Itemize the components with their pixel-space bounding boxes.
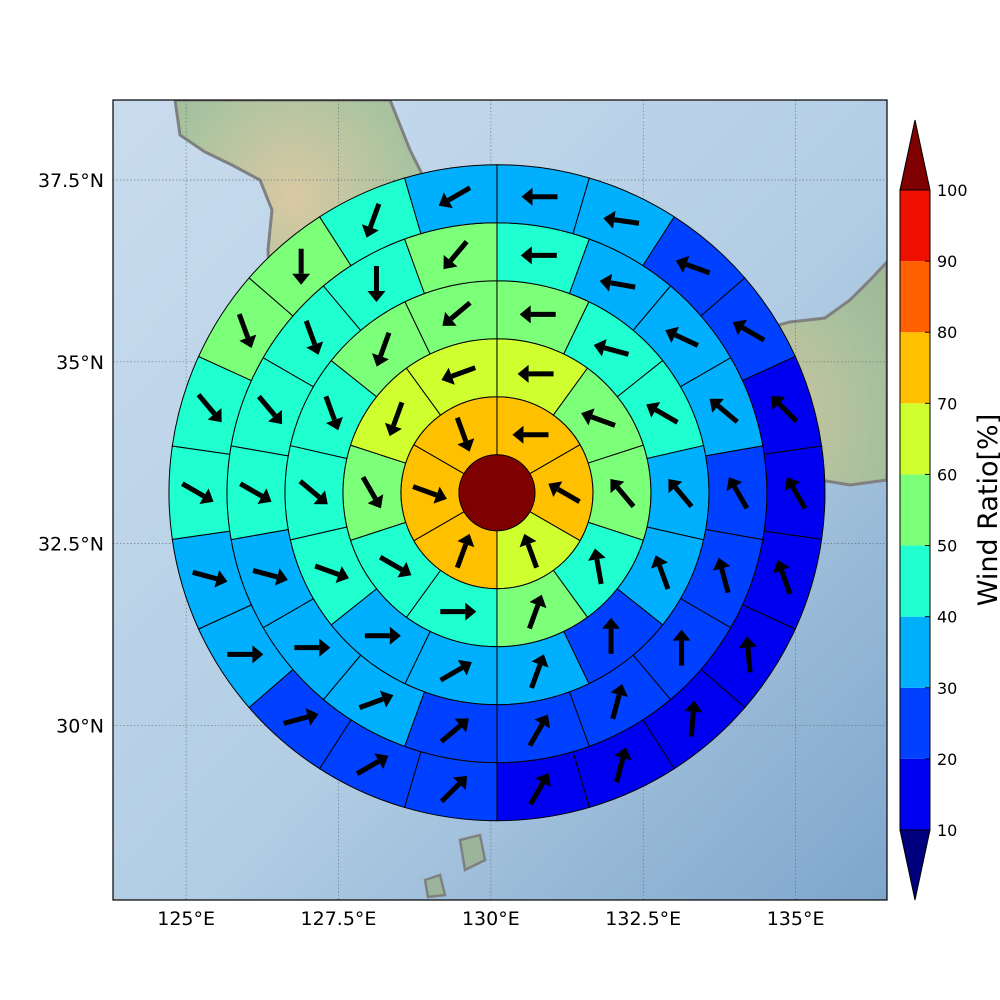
x-tick-label: 135°E (767, 908, 825, 930)
y-tick-label: 37.5°N (38, 170, 104, 192)
wind-arrow-shaft (614, 220, 639, 223)
y-tick-label: 32.5°N (38, 534, 104, 556)
colorbar-tick-label: 80 (937, 323, 957, 342)
colorbar-tick-label: 30 (937, 679, 957, 698)
colorbar-tick-label: 60 (937, 465, 957, 484)
x-tick-label: 130°E (462, 908, 520, 930)
x-tick-label: 132.5°E (605, 908, 681, 930)
colorbar-band (900, 474, 930, 545)
center-cell (459, 455, 535, 531)
colorbar-band (900, 261, 930, 332)
colorbar-tick-labels: 10 20 30 40 50 60 70 80 90 100 (925, 181, 968, 840)
colorbar-tick-label: 40 (937, 608, 957, 627)
colorbar-extend-min (900, 830, 930, 900)
colorbar-tick-label: 70 (937, 394, 957, 413)
x-tick-label: 127.5°E (301, 908, 377, 930)
y-tick-label: 35°N (56, 352, 104, 374)
colorbar-band (900, 190, 930, 261)
colorbar-band (900, 688, 930, 759)
colorbar-tick-label: 50 (937, 537, 957, 556)
colorbar-tick-label: 100 (937, 181, 968, 200)
colorbar-band (900, 332, 930, 403)
colorbar-tick-label: 20 (937, 750, 957, 769)
x-tick-label: 125°E (157, 908, 215, 930)
x-axis-tick-labels: 125°E 127.5°E 130°E 132.5°E 135°E (157, 908, 824, 930)
colorbar-extend-max (900, 120, 930, 190)
colorbar-label: Wind Ratio[%] (973, 414, 1000, 606)
wind-arrow-shaft (691, 712, 693, 737)
colorbar-tick-label: 10 (937, 821, 957, 840)
colorbar-band (900, 546, 930, 617)
y-axis-tick-labels: 30°N 32.5°N 35°N 37.5°N (38, 170, 104, 737)
colorbar-band (900, 403, 930, 474)
y-tick-label: 30°N (56, 715, 104, 737)
colorbar-tick-label: 90 (937, 252, 957, 271)
colorbar (900, 120, 930, 900)
colorbar-band (900, 759, 930, 830)
wind-arrow-shaft (748, 647, 750, 672)
colorbar-band (900, 617, 930, 688)
ring-sector (405, 752, 497, 821)
